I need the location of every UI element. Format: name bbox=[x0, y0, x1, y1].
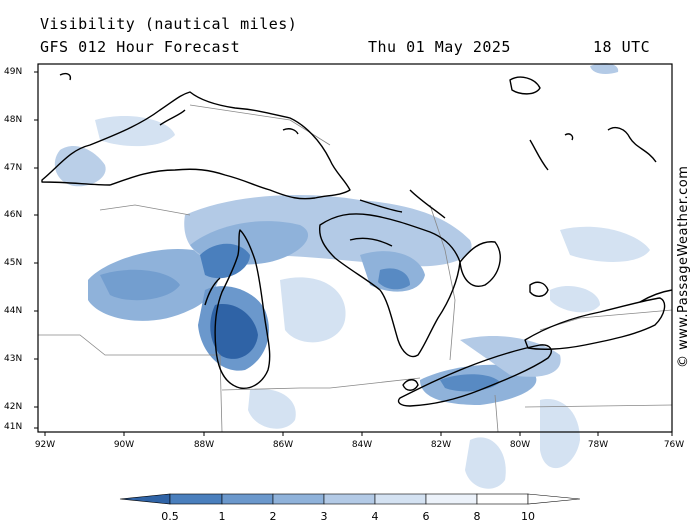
lat-label: 45N bbox=[4, 258, 23, 268]
lat-label: 48N bbox=[4, 115, 23, 125]
lon-label: 82W bbox=[430, 440, 452, 450]
colorbar-label: 2 bbox=[269, 510, 277, 523]
lon-label: 80W bbox=[509, 440, 531, 450]
lon-label: 92W bbox=[34, 440, 56, 450]
copyright-credit: © www.PassageWeather.com bbox=[676, 165, 691, 368]
forecast-subtitle: GFS 012 Hour Forecast bbox=[40, 38, 241, 56]
visibility-shading bbox=[54, 63, 650, 489]
lat-label: 42N bbox=[4, 402, 23, 412]
colorbar bbox=[119, 493, 581, 505]
colorbar-label: 4 bbox=[371, 510, 379, 523]
lat-label: 46N bbox=[4, 210, 23, 220]
colorbar-label: 0.5 bbox=[161, 510, 179, 523]
colorbar-segment-4 bbox=[272, 493, 325, 505]
map-title: Visibility (nautical miles) bbox=[40, 15, 298, 33]
colorbar-segment-5 bbox=[323, 493, 376, 505]
lat-label: 43N bbox=[4, 354, 23, 364]
lon-label: 76W bbox=[663, 440, 685, 450]
colorbar-segment-8 bbox=[476, 493, 529, 505]
lon-label: 84W bbox=[351, 440, 373, 450]
lat-label: 49N bbox=[4, 67, 23, 77]
forecast-date: Thu 01 May 2025 bbox=[368, 38, 511, 56]
colorbar-segment-6 bbox=[374, 493, 427, 505]
colorbar-label: 3 bbox=[320, 510, 328, 523]
coastlines bbox=[41, 72, 673, 407]
lon-label: 78W bbox=[587, 440, 609, 450]
lat-label: 47N bbox=[4, 163, 23, 173]
lat-ticks bbox=[34, 71, 38, 429]
colorbar-label: 8 bbox=[473, 510, 481, 523]
colorbar-segment-7 bbox=[425, 493, 478, 505]
lat-label: 41N bbox=[4, 422, 23, 432]
lon-label: 88W bbox=[193, 440, 215, 450]
colorbar-segment-9 bbox=[527, 493, 581, 505]
colorbar-segment-1 bbox=[119, 493, 171, 505]
lon-label: 90W bbox=[113, 440, 135, 450]
colorbar-segment-3 bbox=[221, 493, 274, 505]
colorbar-label: 10 bbox=[521, 510, 535, 523]
lon-ticks bbox=[44, 432, 673, 436]
colorbar-segment-2 bbox=[169, 493, 223, 505]
map-frame bbox=[37, 63, 673, 433]
lat-label: 44N bbox=[4, 306, 23, 316]
forecast-time: 18 UTC bbox=[593, 38, 651, 56]
colorbar-label: 1 bbox=[218, 510, 226, 523]
political-borders bbox=[38, 104, 673, 433]
colorbar-label: 6 bbox=[422, 510, 430, 523]
lon-label: 86W bbox=[272, 440, 294, 450]
